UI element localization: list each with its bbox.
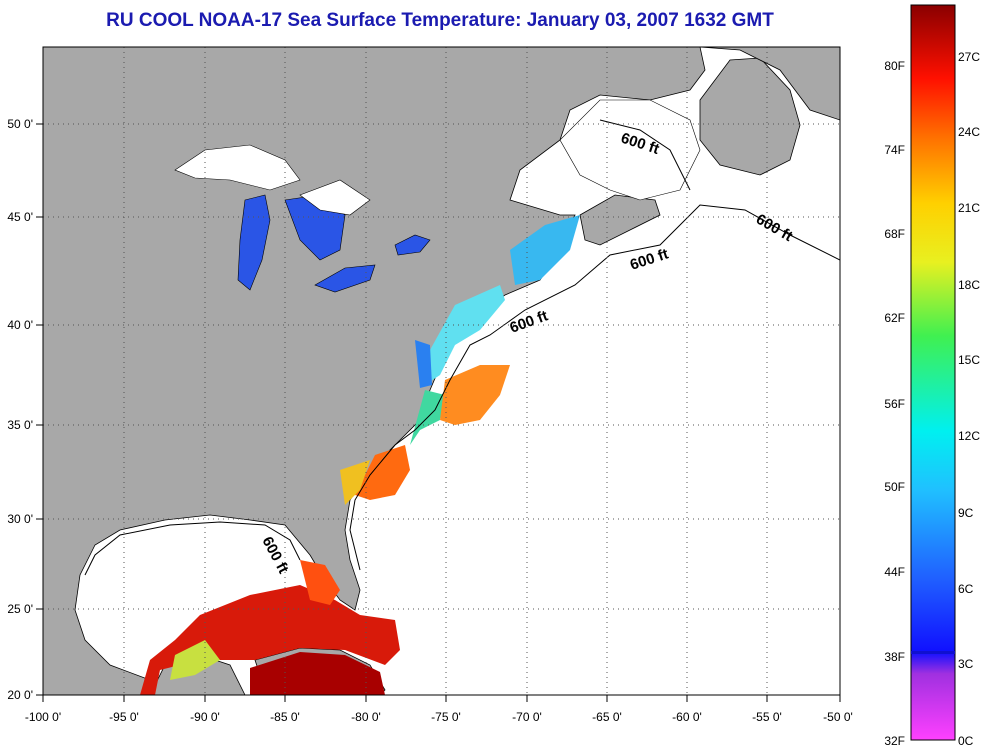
lake-other-white bbox=[299, 179, 371, 216]
sst-chesapeake bbox=[415, 340, 432, 388]
colorbar-f-label: 68F bbox=[884, 227, 905, 241]
lake-erie bbox=[314, 264, 376, 293]
land-nova-scotia bbox=[579, 194, 661, 246]
lat-tick-label: 50 0' bbox=[7, 117, 33, 131]
lat-tick-label: 35 0' bbox=[7, 418, 33, 432]
colorbar-freeze-band bbox=[911, 651, 955, 654]
lon-tick-label: -95 0' bbox=[109, 710, 139, 724]
sst-caribbean bbox=[250, 652, 385, 695]
colorbar-c-label: 24C bbox=[958, 125, 980, 139]
page-title: RU COOL NOAA-17 Sea Surface Temperature:… bbox=[106, 10, 774, 31]
lake-michigan bbox=[237, 194, 271, 291]
colorbar-c-label: 6C bbox=[958, 582, 974, 596]
lon-tick-label: -90 0' bbox=[190, 710, 220, 724]
sst-florida-coast bbox=[340, 460, 370, 505]
lon-tick-label: -75 0' bbox=[431, 710, 461, 724]
colorbar-c-label: 3C bbox=[958, 657, 974, 671]
colorbar-f-label: 32F bbox=[884, 734, 905, 748]
contour-600ft-gulf bbox=[84, 521, 301, 576]
land-newfoundland bbox=[699, 57, 801, 176]
sst-gulf-stream-carolina bbox=[355, 445, 410, 500]
colorbar-c-label: 9C bbox=[958, 506, 974, 520]
colorbar-f-label: 38F bbox=[884, 650, 905, 664]
gulf-of-st-lawrence bbox=[559, 99, 701, 201]
land-labrador bbox=[699, 47, 840, 121]
lake-superior bbox=[174, 144, 301, 191]
lon-tick-label: -55 0' bbox=[752, 710, 782, 724]
sst-gulf-of-mexico bbox=[140, 585, 400, 695]
colorbar-f-label: 50F bbox=[884, 480, 905, 494]
colorbar-f-label: 44F bbox=[884, 565, 905, 579]
lon-tick-label: -85 0' bbox=[270, 710, 300, 724]
lat-tick-label: 45 0' bbox=[7, 210, 33, 224]
lon-tick-label: -60 0' bbox=[672, 710, 702, 724]
lon-tick-label: -70 0' bbox=[512, 710, 542, 724]
sst-gulf-green-edge bbox=[170, 640, 220, 680]
lat-tick-label: 25 0' bbox=[7, 602, 33, 616]
frame-ticks bbox=[36, 123, 841, 702]
lat-tick-label: 30 0' bbox=[7, 512, 33, 526]
contour-600ft-gulf-stlawrence bbox=[599, 119, 691, 191]
contour-600ft-atlantic bbox=[349, 204, 840, 571]
lat-tick-label: 40 0' bbox=[7, 318, 33, 332]
sst-mid-atlantic-shelf bbox=[425, 285, 505, 385]
map-border bbox=[42, 46, 841, 696]
lat-tick-label: 20 0' bbox=[7, 688, 33, 702]
lake-ontario bbox=[394, 234, 431, 256]
lon-tick-label: -80 0' bbox=[351, 710, 381, 724]
colorbar-c-label: 18C bbox=[958, 278, 980, 292]
land-north-america bbox=[43, 47, 706, 695]
colorbar-c-label: 21C bbox=[958, 201, 980, 215]
colorbar-f-label: 62F bbox=[884, 311, 905, 325]
lon-tick-label: -65 0' bbox=[592, 710, 622, 724]
graticule bbox=[43, 47, 840, 695]
colorbar bbox=[910, 4, 956, 741]
colorbar-f-label: 74F bbox=[884, 143, 905, 157]
sst-florida-keys bbox=[300, 560, 340, 605]
colorbar-c-label: 12C bbox=[958, 429, 980, 443]
colorbar-f-label: 56F bbox=[884, 397, 905, 411]
lon-tick-label: -50 0' bbox=[823, 710, 853, 724]
colorbar-c-label: 0C bbox=[958, 734, 974, 748]
colorbar-f-label: 80F bbox=[884, 59, 905, 73]
colorbar-c-label: 27C bbox=[958, 50, 980, 64]
lon-tick-label: -100 0' bbox=[25, 710, 61, 724]
sst-gulf-stream-north bbox=[440, 365, 510, 425]
colorbar-c-label: 15C bbox=[958, 353, 980, 367]
